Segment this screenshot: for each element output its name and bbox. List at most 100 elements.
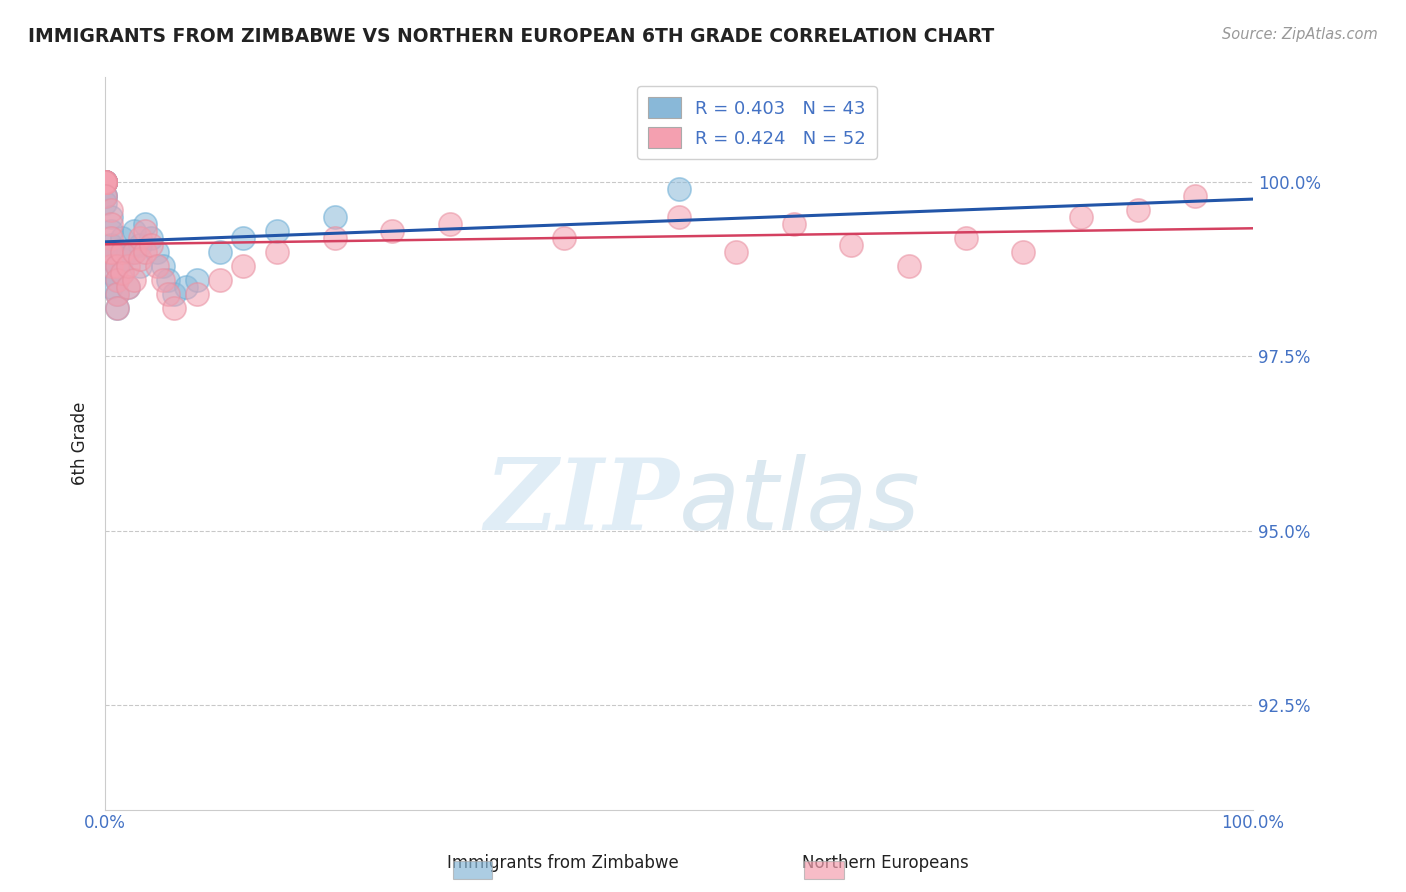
Point xyxy=(117,259,139,273)
Point xyxy=(157,286,180,301)
Point xyxy=(100,244,122,259)
Text: ZIP: ZIP xyxy=(484,454,679,550)
Point xyxy=(1126,202,1149,217)
Point xyxy=(94,175,117,189)
Point xyxy=(134,217,156,231)
Point xyxy=(266,244,288,259)
Point xyxy=(955,231,977,245)
Legend: R = 0.403   N = 43, R = 0.424   N = 52: R = 0.403 N = 43, R = 0.424 N = 52 xyxy=(637,87,876,159)
Point xyxy=(94,175,117,189)
Point xyxy=(94,189,117,203)
Point xyxy=(152,259,174,273)
Point xyxy=(100,244,122,259)
Point xyxy=(100,266,122,280)
Point xyxy=(134,224,156,238)
Point xyxy=(128,231,150,245)
Point xyxy=(668,182,690,196)
Point xyxy=(94,175,117,189)
Point xyxy=(94,189,117,203)
Point xyxy=(94,175,117,189)
Point xyxy=(122,244,145,259)
Point xyxy=(94,175,117,189)
Point xyxy=(100,252,122,266)
Point xyxy=(94,175,117,189)
Point xyxy=(105,301,128,315)
Point xyxy=(174,279,197,293)
Point xyxy=(381,224,404,238)
Point xyxy=(105,286,128,301)
Point xyxy=(111,252,134,266)
Point xyxy=(111,231,134,245)
Point xyxy=(139,237,162,252)
Point xyxy=(186,272,208,286)
Point xyxy=(105,301,128,315)
Point xyxy=(128,237,150,252)
Point xyxy=(94,175,117,189)
Text: Northern Europeans: Northern Europeans xyxy=(803,855,969,872)
Point xyxy=(100,202,122,217)
Text: IMMIGRANTS FROM ZIMBABWE VS NORTHERN EUROPEAN 6TH GRADE CORRELATION CHART: IMMIGRANTS FROM ZIMBABWE VS NORTHERN EUR… xyxy=(28,27,994,45)
Point xyxy=(157,272,180,286)
Point xyxy=(128,259,150,273)
Point xyxy=(94,175,117,189)
Point xyxy=(122,244,145,259)
Point xyxy=(100,244,122,259)
Text: Source: ZipAtlas.com: Source: ZipAtlas.com xyxy=(1222,27,1378,42)
Point xyxy=(100,231,122,245)
Y-axis label: 6th Grade: 6th Grade xyxy=(72,401,89,485)
Point xyxy=(186,286,208,301)
Point xyxy=(105,259,128,273)
Point xyxy=(100,224,122,238)
Point xyxy=(94,175,117,189)
Point xyxy=(105,259,128,273)
Point xyxy=(100,217,122,231)
Point xyxy=(122,224,145,238)
Point xyxy=(266,224,288,238)
Point xyxy=(439,217,461,231)
Point xyxy=(128,252,150,266)
Point xyxy=(323,210,346,224)
Point xyxy=(100,237,122,252)
Point xyxy=(163,301,186,315)
Point xyxy=(111,266,134,280)
Point xyxy=(146,259,169,273)
Point xyxy=(122,272,145,286)
Point xyxy=(553,231,575,245)
Point xyxy=(105,286,128,301)
Point xyxy=(208,244,231,259)
Point xyxy=(1070,210,1092,224)
Point xyxy=(111,244,134,259)
Text: Immigrants from Zimbabwe: Immigrants from Zimbabwe xyxy=(447,855,678,872)
Point xyxy=(100,210,122,224)
Point xyxy=(94,175,117,189)
Point xyxy=(94,175,117,189)
Point xyxy=(94,189,117,203)
Point xyxy=(105,272,128,286)
Point xyxy=(725,244,748,259)
Point xyxy=(94,175,117,189)
Point xyxy=(117,244,139,259)
Point xyxy=(117,279,139,293)
Point xyxy=(111,266,134,280)
Point xyxy=(94,175,117,189)
Point xyxy=(232,259,254,273)
Point xyxy=(146,244,169,259)
Point xyxy=(1184,189,1206,203)
Point xyxy=(94,196,117,211)
Point xyxy=(100,259,122,273)
Point xyxy=(1012,244,1035,259)
Point xyxy=(105,272,128,286)
Point xyxy=(152,272,174,286)
Point xyxy=(94,175,117,189)
Point xyxy=(139,231,162,245)
Point xyxy=(94,175,117,189)
Point xyxy=(783,217,806,231)
Point xyxy=(232,231,254,245)
Point xyxy=(323,231,346,245)
Point xyxy=(839,237,862,252)
Point xyxy=(208,272,231,286)
Point xyxy=(163,286,186,301)
Point xyxy=(100,279,122,293)
Text: atlas: atlas xyxy=(679,453,921,550)
Point xyxy=(117,279,139,293)
